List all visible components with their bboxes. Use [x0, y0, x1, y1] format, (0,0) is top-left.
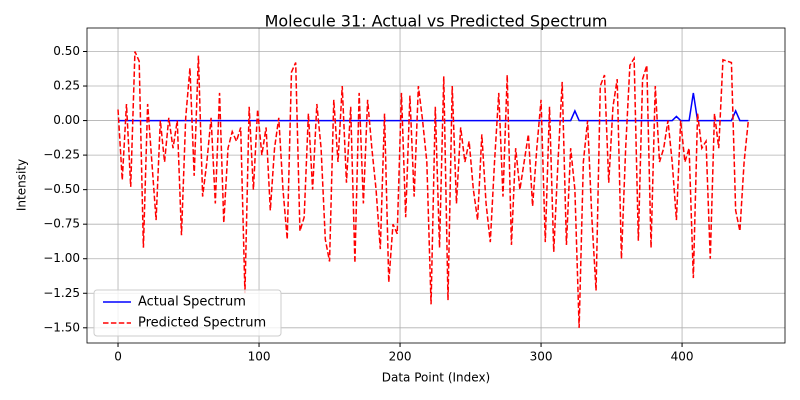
y-tick-label: 0.25 [53, 79, 80, 93]
y-tick-label: −1.25 [43, 286, 80, 300]
legend: Actual Spectrum Predicted Spectrum [93, 289, 282, 337]
y-tick-label: −1.50 [43, 320, 80, 334]
x-tick-label: 300 [530, 350, 553, 364]
y-tick-label: −0.75 [43, 217, 80, 231]
legend-box [93, 289, 282, 337]
x-axis-label: Data Point (Index) [382, 371, 490, 385]
x-tick-label: 0 [114, 350, 122, 364]
y-tick-label: 0.50 [53, 44, 80, 58]
y-axis-label: Intensity [15, 159, 29, 211]
y-tick-label: −0.25 [43, 148, 80, 162]
x-tick-label: 100 [248, 350, 271, 364]
y-tick-label: −1.00 [43, 251, 80, 265]
data-line [118, 92, 749, 122]
legend-label: Predicted Spectrum [138, 316, 266, 331]
y-tick-label: 0.00 [53, 113, 80, 127]
legend-label: Actual Spectrum [138, 295, 246, 310]
y-tick-label: −0.50 [43, 182, 80, 196]
x-tick-label: 400 [671, 350, 694, 364]
x-tick-label: 200 [389, 350, 412, 364]
chart-title: Molecule 31: Actual vs Predicted Spectru… [265, 12, 608, 31]
data-line [117, 51, 750, 328]
plot-frame [86, 27, 786, 344]
